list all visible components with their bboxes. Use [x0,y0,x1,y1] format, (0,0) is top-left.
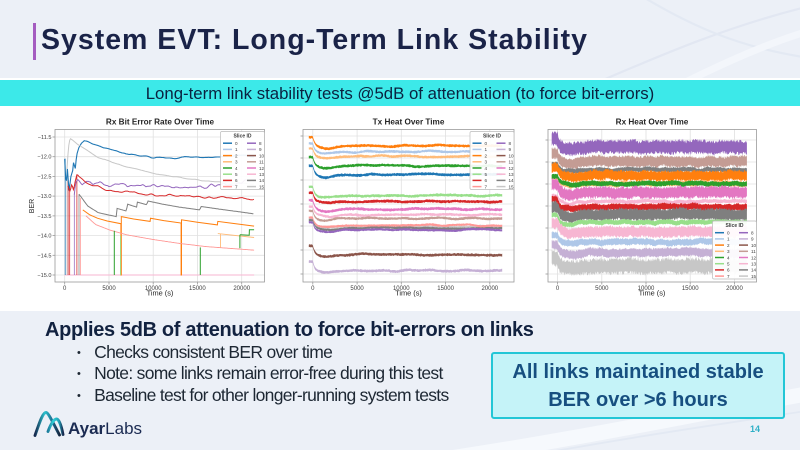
svg-text:9: 9 [509,147,512,152]
svg-text:10: 10 [259,153,265,158]
svg-text:0: 0 [556,286,560,292]
svg-text:11: 11 [751,249,756,254]
svg-text:Time (s): Time (s) [147,289,174,298]
svg-text:2: 2 [235,153,238,158]
svg-text:−12.5: −12.5 [37,174,51,180]
svg-text:15000: 15000 [437,286,454,292]
svg-text:15: 15 [751,274,757,279]
svg-text:10: 10 [751,243,757,248]
svg-text:8: 8 [509,141,512,146]
svg-text:15000: 15000 [682,286,699,292]
svg-text:8: 8 [751,231,754,236]
svg-text:11: 11 [509,160,514,165]
svg-text:1: 1 [485,147,488,152]
svg-text:0: 0 [63,286,67,292]
svg-text:6: 6 [485,178,488,183]
svg-text:0: 0 [235,141,238,146]
svg-text:1: 1 [727,237,730,242]
svg-text:Slice ID: Slice ID [483,134,501,140]
svg-text:Rx Heat Over Time: Rx Heat Over Time [616,118,689,127]
svg-text:6: 6 [727,268,730,273]
svg-text:−14.0: −14.0 [37,234,51,240]
svg-text:14: 14 [509,178,515,183]
svg-text:4: 4 [727,255,730,260]
svg-text:14: 14 [751,268,757,273]
svg-text:Rx Bit Error Rate Over Time: Rx Bit Error Rate Over Time [106,118,215,127]
svg-text:0: 0 [311,286,315,292]
svg-text:3: 3 [235,160,238,165]
svg-text:0: 0 [485,141,488,146]
svg-text:4: 4 [235,166,238,171]
svg-text:Tx Heat Over Time: Tx Heat Over Time [373,118,445,127]
svg-text:2: 2 [485,153,488,158]
svg-text:5: 5 [485,172,488,177]
svg-text:12: 12 [259,166,265,171]
svg-text:5: 5 [727,262,730,267]
svg-text:10000: 10000 [145,286,162,292]
svg-text:5000: 5000 [595,286,609,292]
svg-text:20000: 20000 [233,286,250,292]
svg-text:−15.0: −15.0 [37,273,51,279]
svg-text:9: 9 [259,147,262,152]
svg-text:7: 7 [485,184,488,189]
svg-text:3: 3 [485,160,488,165]
svg-text:3: 3 [727,249,730,254]
svg-text:4: 4 [485,166,488,171]
svg-text:BER: BER [29,199,36,213]
svg-text:5: 5 [235,172,238,177]
svg-text:2: 2 [727,243,730,248]
svg-text:9: 9 [751,237,754,242]
svg-text:13: 13 [751,262,757,267]
svg-text:15: 15 [509,184,515,189]
svg-text:5000: 5000 [350,286,364,292]
svg-text:8: 8 [259,141,262,146]
svg-text:Slice ID: Slice ID [725,223,743,229]
svg-text:Slice ID: Slice ID [233,134,251,140]
svg-text:13: 13 [509,172,515,177]
svg-text:−13.5: −13.5 [37,214,51,220]
svg-text:10000: 10000 [393,286,410,292]
svg-text:15: 15 [259,184,265,189]
svg-text:Time (s): Time (s) [639,289,666,298]
svg-text:20000: 20000 [726,286,743,292]
svg-text:15000: 15000 [189,286,206,292]
svg-text:7: 7 [235,184,238,189]
svg-text:−14.5: −14.5 [37,253,51,259]
svg-text:10000: 10000 [638,286,655,292]
svg-text:12: 12 [751,255,757,260]
svg-text:−12.0: −12.0 [37,155,51,161]
svg-text:−11.5: −11.5 [38,135,52,141]
svg-text:12: 12 [509,166,515,171]
svg-text:1: 1 [235,147,238,152]
svg-text:7: 7 [727,274,730,279]
svg-text:13: 13 [259,172,265,177]
svg-text:20000: 20000 [481,286,498,292]
svg-text:0: 0 [727,231,730,236]
svg-text:10: 10 [509,153,515,158]
svg-text:11: 11 [259,160,264,165]
svg-text:14: 14 [259,178,265,183]
svg-text:5000: 5000 [102,286,116,292]
svg-text:Time (s): Time (s) [395,289,422,298]
svg-text:6: 6 [235,178,238,183]
svg-text:−13.0: −13.0 [37,194,51,200]
